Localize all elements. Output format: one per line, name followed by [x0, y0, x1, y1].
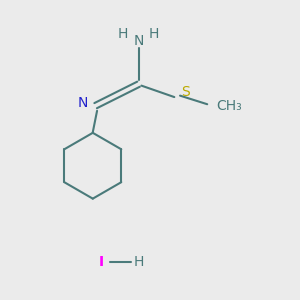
Text: N: N: [78, 96, 88, 110]
Text: H: H: [134, 255, 144, 268]
Text: H: H: [149, 27, 160, 41]
Text: CH₃: CH₃: [216, 99, 242, 113]
Text: H: H: [118, 27, 128, 41]
Text: S: S: [182, 85, 190, 99]
Text: N: N: [134, 34, 144, 48]
Text: I: I: [99, 255, 104, 268]
